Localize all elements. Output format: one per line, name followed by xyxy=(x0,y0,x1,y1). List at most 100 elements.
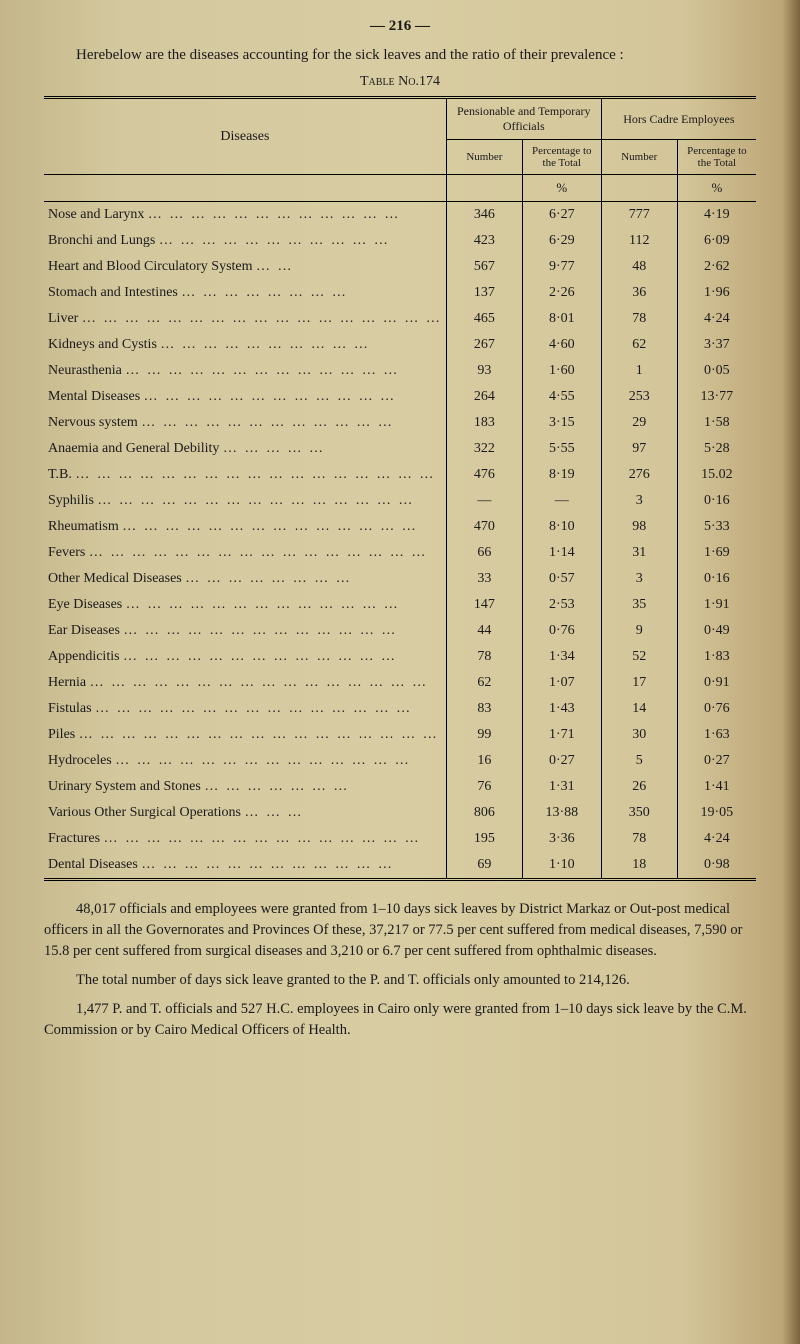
cell-value: 76 xyxy=(446,774,522,800)
cell-value: 30 xyxy=(601,722,677,748)
paragraph-1: 48,017 officials and employees were gran… xyxy=(44,899,756,962)
leader-dots: … … … … … … … … … … … … xyxy=(148,207,401,222)
table-row: Piles … … … … … … … … … … … … … … … … … … xyxy=(44,722,756,748)
cell-value: 1·96 xyxy=(677,280,756,306)
table-row: Fractures … … … … … … … … … … … … … … … … xyxy=(44,826,756,852)
cell-value: 17 xyxy=(601,670,677,696)
disease-name: Fevers … … … … … … … … … … … … … … … … xyxy=(44,540,446,566)
cell-value: 31 xyxy=(601,540,677,566)
leader-dots: … … … … … xyxy=(223,441,325,456)
table-row: Various Other Surgical Operations … … … … xyxy=(44,800,756,826)
col-number-1: Number xyxy=(446,140,522,175)
leader-dots: … … … … … … … … … … … … … … … … xyxy=(89,545,428,560)
cell-value: 66 xyxy=(446,540,522,566)
cell-value: 3 xyxy=(601,488,677,514)
page: — 216 — Herebelow are the diseases accou… xyxy=(0,0,800,1344)
leader-dots: … … … … … … … … … … … … xyxy=(144,389,397,404)
leader-dots: … … … … … … … … xyxy=(181,285,348,300)
disease-name: Neurasthenia … … … … … … … … … … … … … xyxy=(44,358,446,384)
table-row: Neurasthenia … … … … … … … … … … … … … 9… xyxy=(44,358,756,384)
cell-value: 0·91 xyxy=(677,670,756,696)
disease-name: Hydroceles … … … … … … … … … … … … … … xyxy=(44,748,446,774)
cell-value: — xyxy=(522,488,601,514)
cell-value: 9·77 xyxy=(522,254,601,280)
pct-spacer xyxy=(446,175,522,202)
disease-name: Syphilis … … … … … … … … … … … … … … … xyxy=(44,488,446,514)
col-pct-1: Percentage to the Total xyxy=(522,140,601,175)
cell-value: 48 xyxy=(601,254,677,280)
disease-name: Kidneys and Cystis … … … … … … … … … … xyxy=(44,332,446,358)
pct-symbol: % xyxy=(522,175,601,202)
body-text: 48,017 officials and employees were gran… xyxy=(44,899,756,1041)
cell-value: 112 xyxy=(601,228,677,254)
table-row: T.B. … … … … … … … … … … … … … … … … … 4… xyxy=(44,462,756,488)
leader-dots: … … … … … … … … … … … … … … … … … xyxy=(79,727,439,742)
cell-value: 2·62 xyxy=(677,254,756,280)
cell-value: 1·91 xyxy=(677,592,756,618)
leader-dots: … … … … … … … … … … … … … xyxy=(123,623,397,638)
leader-dots: … … … … … … … … … … xyxy=(160,337,370,352)
cell-value: 5·28 xyxy=(677,436,756,462)
cell-value: 3·37 xyxy=(677,332,756,358)
cell-value: 3·36 xyxy=(522,826,601,852)
cell-value: 19·05 xyxy=(677,800,756,826)
cell-value: 346 xyxy=(446,202,522,229)
cell-value: 8·10 xyxy=(522,514,601,540)
cell-value: 0·05 xyxy=(677,358,756,384)
cell-value: 97 xyxy=(601,436,677,462)
cell-value: 1·43 xyxy=(522,696,601,722)
disease-name: Eye Diseases … … … … … … … … … … … … … xyxy=(44,592,446,618)
cell-value: 93 xyxy=(446,358,522,384)
leader-dots: … … … … … … … … … … … xyxy=(159,233,390,248)
intro-text: Herebelow are the diseases accounting fo… xyxy=(44,45,756,66)
cell-value: 4·24 xyxy=(677,826,756,852)
cell-value: 36 xyxy=(601,280,677,306)
cell-value: 806 xyxy=(446,800,522,826)
pct-spacer xyxy=(601,175,677,202)
page-shadow xyxy=(782,0,800,1344)
cell-value: 1·69 xyxy=(677,540,756,566)
cell-value: 2·53 xyxy=(522,592,601,618)
leader-dots: … … … … … … … … … … … … … … … … xyxy=(90,675,429,690)
cell-value: 6·29 xyxy=(522,228,601,254)
cell-value: 1·14 xyxy=(522,540,601,566)
cell-value: 1·07 xyxy=(522,670,601,696)
table-row: Nose and Larynx … … … … … … … … … … … … … xyxy=(44,202,756,229)
leader-dots: … … … … … … … … … … … … … … xyxy=(122,519,418,534)
disease-name: Bronchi and Lungs … … … … … … … … … … … xyxy=(44,228,446,254)
table-row: Syphilis … … … … … … … … … … … … … … … —… xyxy=(44,488,756,514)
cell-value: 1 xyxy=(601,358,677,384)
cell-value: 4·19 xyxy=(677,202,756,229)
cell-value: 62 xyxy=(601,332,677,358)
pct-symbol: % xyxy=(677,175,756,202)
cell-value: 1·34 xyxy=(522,644,601,670)
cell-value: 147 xyxy=(446,592,522,618)
table-row: Dental Diseases … … … … … … … … … … … … … xyxy=(44,852,756,880)
disease-name: Hernia … … … … … … … … … … … … … … … … xyxy=(44,670,446,696)
cell-value: 6·27 xyxy=(522,202,601,229)
cell-value: 9 xyxy=(601,618,677,644)
cell-value: 2·26 xyxy=(522,280,601,306)
table-row: Fevers … … … … … … … … … … … … … … … … 6… xyxy=(44,540,756,566)
cell-value: 52 xyxy=(601,644,677,670)
disease-name: Various Other Surgical Operations … … … xyxy=(44,800,446,826)
cell-value: 0·16 xyxy=(677,488,756,514)
disease-name: Piles … … … … … … … … … … … … … … … … … xyxy=(44,722,446,748)
cell-value: 0·27 xyxy=(522,748,601,774)
page-number: — 216 — xyxy=(44,18,756,35)
cell-value: 777 xyxy=(601,202,677,229)
leader-dots: … … … … … … … … … … … … … xyxy=(125,363,399,378)
leader-dots: … … … … … … … … … … … … … xyxy=(123,649,397,664)
leader-dots: … … … … … … … … xyxy=(185,571,352,586)
leader-dots: … … … … … … … … … … … … … … xyxy=(115,753,411,768)
cell-value: 4·60 xyxy=(522,332,601,358)
col-group-pensionable: Pensionable and Temporary Officials xyxy=(446,98,601,140)
cell-value: 0·49 xyxy=(677,618,756,644)
cell-value: 62 xyxy=(446,670,522,696)
cell-value: 29 xyxy=(601,410,677,436)
cell-value: 8·01 xyxy=(522,306,601,332)
pct-spacer xyxy=(44,175,446,202)
col-diseases: Diseases xyxy=(44,98,446,175)
cell-value: 15.02 xyxy=(677,462,756,488)
leader-dots: … … … … … … … … … … … … … xyxy=(126,597,400,612)
